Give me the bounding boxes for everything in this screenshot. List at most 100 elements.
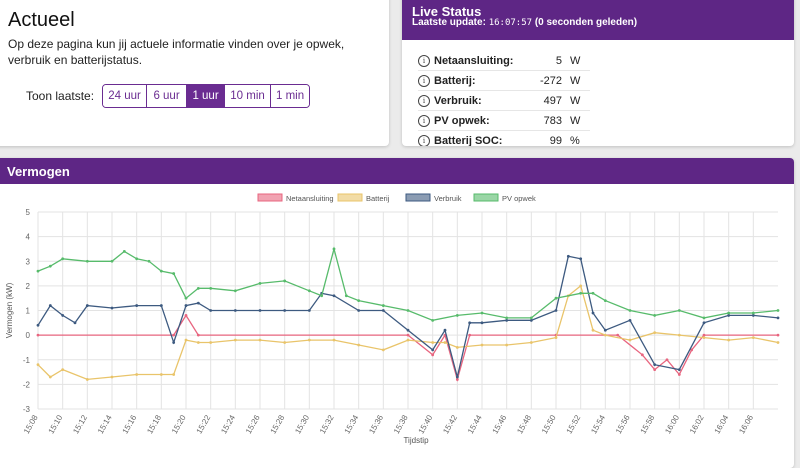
x-tick-label: 15:46 (491, 413, 509, 435)
legend-swatch (473, 193, 499, 202)
data-point (702, 336, 706, 339)
data-point (85, 259, 89, 263)
y-tick-label: 0 (26, 331, 31, 340)
live-status-title: Live Status (412, 4, 482, 19)
data-point (344, 294, 348, 298)
range-24h-button[interactable]: 24 uur (103, 85, 148, 107)
data-point (135, 257, 139, 261)
data-point (159, 304, 163, 307)
x-tick-label: 15:54 (589, 413, 607, 435)
data-point (628, 338, 632, 342)
range-6h-button[interactable]: 6 uur (147, 85, 188, 107)
actueel-card: Actueel Op deze pagina kun jij actuele i… (0, 0, 389, 146)
info-icon[interactable]: i (418, 114, 430, 127)
data-point (480, 321, 484, 325)
info-icon[interactable]: i (418, 94, 430, 107)
data-point (233, 289, 237, 293)
data-point (529, 318, 533, 322)
data-point (529, 316, 533, 320)
range-label: Toon laatste: (26, 89, 95, 103)
x-tick-label: 15:56 (614, 413, 632, 435)
data-point (258, 338, 262, 342)
data-point (357, 309, 361, 312)
data-point (677, 373, 681, 376)
data-point (628, 309, 632, 312)
y-tick-label: 1 (26, 307, 31, 316)
data-point (603, 333, 607, 337)
data-point (159, 373, 163, 376)
data-point (110, 306, 114, 310)
status-unit: W (570, 74, 581, 87)
x-tick-label: 16:06 (737, 413, 755, 435)
data-point (727, 311, 731, 315)
range-1h-button[interactable]: 1 uur (187, 85, 226, 107)
data-point (48, 375, 52, 379)
data-point (159, 269, 163, 273)
data-point (61, 257, 65, 261)
x-tick-label: 15:44 (466, 413, 484, 435)
status-label: Batterij SOC: (434, 134, 503, 147)
live-status-header: Live Status Laatste update: 16:07:57 (0 … (402, 0, 794, 40)
legend-swatch (257, 193, 283, 202)
data-point (554, 309, 558, 312)
data-point (184, 304, 188, 307)
data-point (579, 291, 583, 295)
y-axis-label: Vermogen (kW) (5, 282, 14, 338)
data-point (258, 309, 262, 312)
x-tick-label: 15:26 (244, 413, 262, 435)
y-tick-label: 4 (26, 233, 31, 242)
data-point (727, 338, 731, 342)
y-tick-label: 5 (26, 208, 31, 217)
y-tick-label: 3 (26, 257, 31, 266)
x-tick-label: 15:08 (22, 413, 40, 435)
status-value: 5 (555, 54, 562, 67)
x-tick-label: 15:58 (639, 413, 657, 435)
status-row-netaansluiting: i Netaansluiting: 5 W (418, 51, 590, 71)
data-point (332, 247, 336, 251)
info-icon[interactable]: i (418, 134, 430, 146)
data-point (172, 333, 176, 337)
data-point (36, 269, 40, 273)
data-point (431, 348, 435, 352)
range-1min-button[interactable]: 1 min (271, 85, 310, 107)
data-point (443, 328, 447, 332)
vermogen-card: Vermogen -3 -2 -1 0 1 2 3 4 5 15:08 15:10 15:12 15:1… (0, 158, 794, 468)
power-chart[interactable]: -3 -2 -1 0 1 2 3 4 5 15:08 15:10 15:12 15:14 15:16 15:… (0, 190, 788, 466)
page-description: Op deze pagina kun jij actuele informati… (8, 37, 345, 67)
last-update-ago: (0 seconden geleden) (534, 17, 638, 28)
y-tick-label: -3 (23, 405, 31, 414)
data-point (283, 309, 287, 312)
data-point (603, 328, 607, 332)
range-10min-button[interactable]: 10 min (225, 85, 272, 107)
x-tick-label: 15:30 (293, 413, 311, 435)
data-point (172, 341, 176, 344)
data-point (36, 323, 40, 327)
data-point (677, 333, 681, 337)
x-tick-label: 15:28 (269, 413, 287, 435)
last-update-time: 16:07:57 (488, 18, 533, 28)
data-point (36, 333, 40, 337)
data-point (209, 309, 213, 312)
data-point (431, 341, 435, 344)
data-point (332, 294, 336, 298)
data-point (579, 257, 583, 261)
data-point (677, 368, 681, 371)
data-point (233, 338, 237, 342)
x-tick-label: 15:20 (170, 413, 188, 435)
x-tick-label: 15:16 (121, 413, 139, 435)
info-icon[interactable]: i (418, 54, 430, 67)
status-value: 99 (549, 134, 562, 147)
data-point (332, 338, 336, 342)
data-point (702, 321, 706, 325)
data-point (135, 304, 139, 307)
data-point (776, 309, 780, 312)
info-icon[interactable]: i (418, 74, 430, 87)
data-point (196, 333, 200, 337)
data-point (776, 341, 780, 344)
data-point (406, 328, 410, 332)
data-point (406, 309, 410, 312)
status-value: -272 (539, 74, 562, 87)
data-point (455, 375, 459, 379)
data-point (603, 299, 607, 303)
vermogen-header: Vermogen (0, 158, 794, 184)
